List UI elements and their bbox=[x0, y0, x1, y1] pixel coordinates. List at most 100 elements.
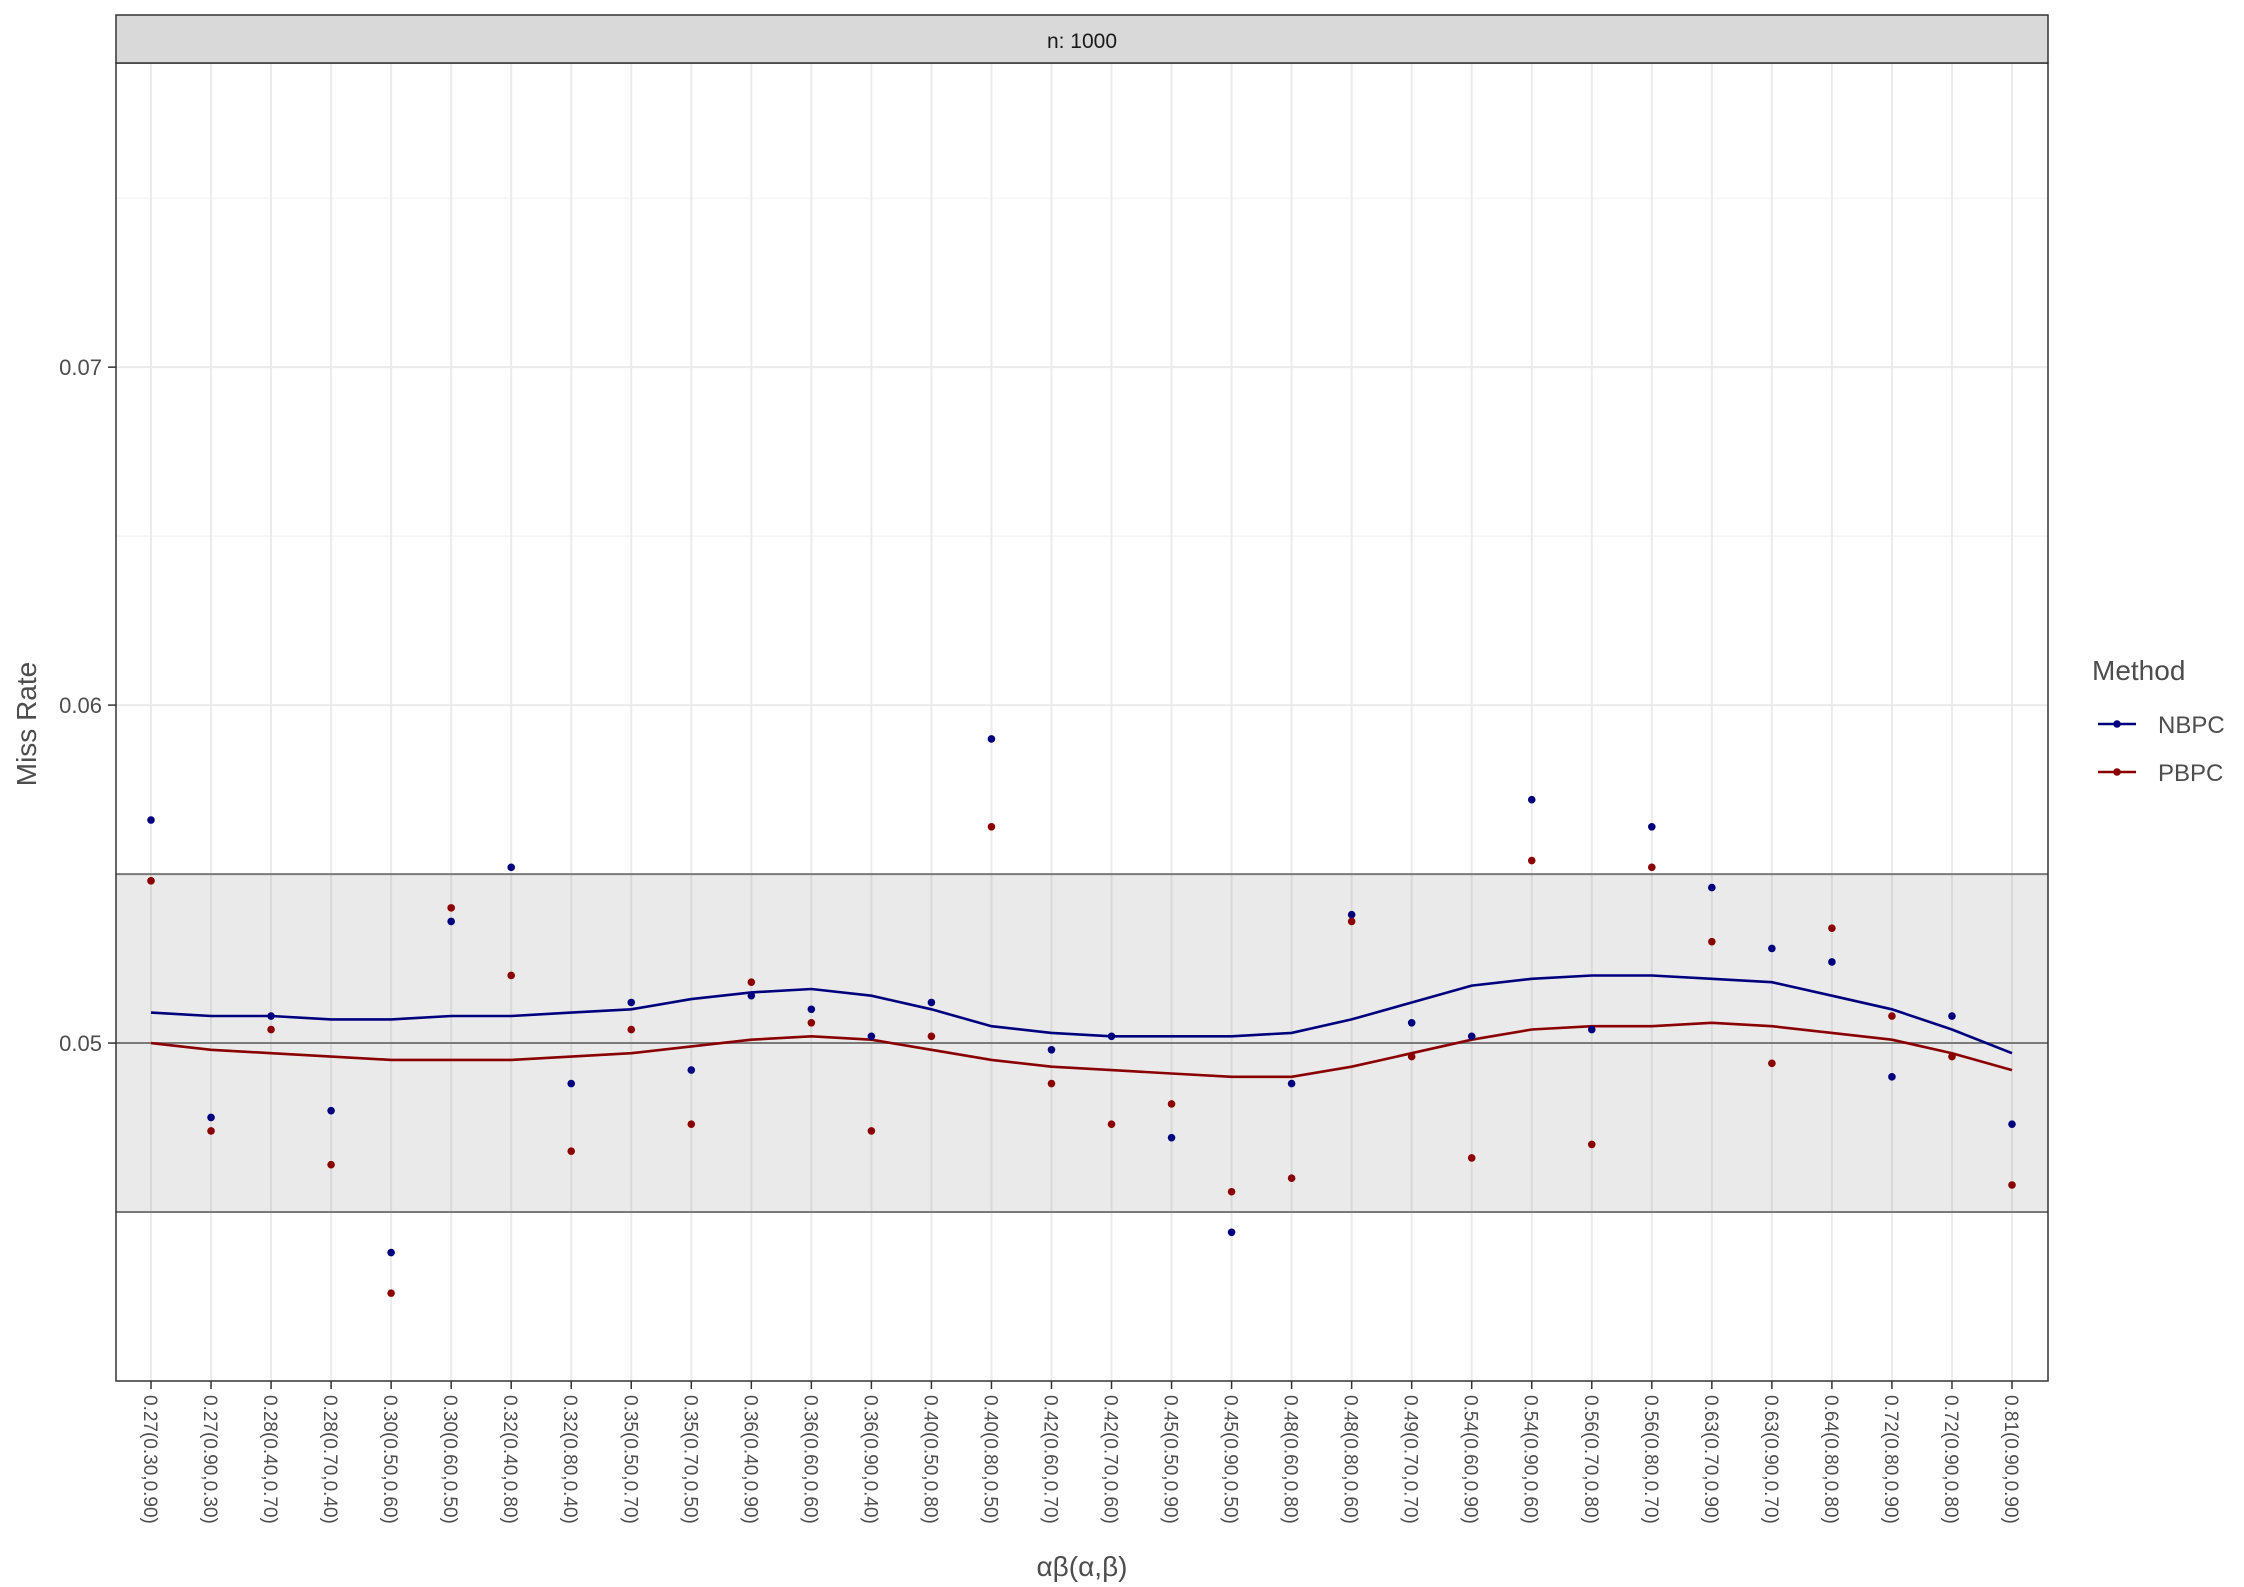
point-nbpc bbox=[567, 1079, 576, 1088]
point-nbpc bbox=[1768, 944, 1776, 953]
point-pbpc bbox=[807, 1018, 816, 1027]
point-nbpc bbox=[1167, 1133, 1176, 1142]
point-pbpc bbox=[1527, 856, 1536, 865]
point-pbpc bbox=[1287, 1174, 1296, 1183]
x-tick-label: 0.45(0.50,0.90) bbox=[1160, 1395, 1181, 1524]
point-pbpc bbox=[207, 1127, 215, 1135]
point-pbpc bbox=[1828, 924, 1836, 932]
point-nbpc bbox=[807, 1005, 816, 1014]
point-pbpc bbox=[507, 971, 515, 980]
y-axis-title: Miss Rate bbox=[11, 662, 42, 786]
point-nbpc bbox=[1708, 883, 1716, 892]
x-tick-label: 0.42(0.70,0.60) bbox=[1100, 1395, 1121, 1524]
facet-strip: n: 1000 bbox=[115, 14, 2049, 64]
x-tick-label: 0.72(0.80,0.90) bbox=[1880, 1395, 1901, 1524]
smooth-line-pbpc bbox=[150, 1021, 2013, 1079]
point-pbpc bbox=[1047, 1079, 1056, 1088]
legend-key-point-nbpc bbox=[2113, 720, 2121, 728]
x-tick-label: 0.36(0.60,0.60) bbox=[799, 1395, 820, 1524]
point-pbpc bbox=[627, 1025, 636, 1034]
point-nbpc bbox=[387, 1248, 395, 1257]
x-tick-label: 0.40(0.80,0.50) bbox=[980, 1395, 1001, 1524]
point-nbpc bbox=[507, 863, 515, 872]
point-pbpc bbox=[687, 1120, 696, 1128]
y-tick-label: 0.05 bbox=[59, 1031, 102, 1056]
point-pbpc bbox=[1768, 1059, 1776, 1068]
point-nbpc bbox=[2008, 1120, 2016, 1128]
x-tick-label: 0.54(0.60,0.90) bbox=[1460, 1395, 1481, 1524]
series-layer bbox=[147, 735, 2016, 1297]
x-tick-label: 0.63(0.70,0.90) bbox=[1700, 1395, 1721, 1524]
point-nbpc bbox=[1948, 1012, 1956, 1020]
point-pbpc bbox=[1948, 1052, 1956, 1061]
point-nbpc bbox=[1828, 958, 1836, 966]
point-nbpc bbox=[687, 1066, 696, 1074]
x-tick-label: 0.40(0.50,0.80) bbox=[919, 1395, 940, 1524]
point-pbpc bbox=[867, 1127, 876, 1135]
point-pbpc bbox=[2008, 1181, 2016, 1189]
point-pbpc bbox=[1587, 1140, 1596, 1149]
x-tick-label: 0.32(0.80,0.40) bbox=[559, 1395, 580, 1524]
x-tick-label: 0.32(0.40,0.80) bbox=[499, 1395, 520, 1524]
smooth-line-nbpc bbox=[150, 974, 2013, 1055]
point-nbpc bbox=[1888, 1073, 1896, 1081]
plot-panel bbox=[116, 63, 2048, 1381]
point-nbpc bbox=[747, 991, 756, 1000]
x-tick-label: 0.49(0.70,0.70) bbox=[1400, 1395, 1421, 1524]
point-nbpc bbox=[627, 998, 636, 1007]
x-tick-label: 0.42(0.60,0.70) bbox=[1040, 1395, 1061, 1524]
x-tick-label: 0.35(0.70,0.50) bbox=[679, 1395, 700, 1524]
x-tick-label: 0.27(0.90,0.30) bbox=[199, 1395, 220, 1524]
reference-band bbox=[116, 873, 2048, 1214]
point-nbpc bbox=[327, 1106, 335, 1115]
legend-label-pbpc: PBPC bbox=[2158, 760, 2223, 787]
point-pbpc bbox=[747, 978, 756, 987]
y-tick-label: 0.07 bbox=[59, 355, 102, 380]
x-tick-label: 0.35(0.50,0.70) bbox=[619, 1395, 640, 1524]
axes: 0.05 0.06 0.07 0.27(0.30,0.90) 0.27(0.90,0.3… bbox=[59, 62, 2049, 1524]
x-tick-label: 0.48(0.80,0.60) bbox=[1340, 1395, 1361, 1524]
point-nbpc bbox=[1467, 1032, 1476, 1041]
point-nbpc bbox=[447, 917, 455, 926]
legend-label-nbpc: NBPC bbox=[2158, 712, 2225, 739]
point-nbpc bbox=[1347, 910, 1356, 919]
point-pbpc bbox=[567, 1147, 576, 1155]
point-nbpc bbox=[987, 735, 996, 743]
point-nbpc bbox=[147, 816, 155, 824]
point-pbpc bbox=[147, 877, 155, 885]
point-pbpc bbox=[927, 1032, 936, 1041]
point-nbpc bbox=[1587, 1025, 1596, 1034]
x-tick-label: 0.63(0.90,0.70) bbox=[1760, 1395, 1781, 1524]
point-nbpc bbox=[1407, 1018, 1416, 1027]
x-tick-label: 0.28(0.70,0.40) bbox=[319, 1395, 340, 1524]
point-pbpc bbox=[267, 1025, 275, 1034]
point-pbpc bbox=[1708, 937, 1716, 946]
legend-title: Method bbox=[2092, 655, 2185, 686]
y-tick-label: 0.06 bbox=[59, 693, 102, 718]
legend-key-point-pbpc bbox=[2113, 768, 2121, 776]
panel-background bbox=[116, 63, 2048, 1381]
point-pbpc bbox=[987, 822, 996, 831]
x-tick-label: 0.30(0.50,0.60) bbox=[379, 1395, 400, 1524]
point-nbpc bbox=[1527, 795, 1536, 804]
x-tick-label: 0.27(0.30,0.90) bbox=[139, 1395, 160, 1524]
x-tick-label: 0.28(0.40,0.70) bbox=[259, 1395, 280, 1524]
point-pbpc bbox=[1888, 1012, 1896, 1020]
x-tick-label: 0.48(0.60,0.80) bbox=[1280, 1395, 1301, 1524]
x-tick-label: 0.56(0.80,0.70) bbox=[1640, 1395, 1661, 1524]
x-tick-label: 0.45(0.90,0.50) bbox=[1220, 1395, 1241, 1524]
x-tick-label: 0.72(0.90,0.80) bbox=[1940, 1395, 1961, 1524]
x-tick-label: 0.64(0.80,0.80) bbox=[1820, 1395, 1841, 1524]
x-tick-label: 0.36(0.90,0.40) bbox=[859, 1395, 880, 1524]
point-nbpc bbox=[867, 1032, 876, 1041]
point-pbpc bbox=[1107, 1120, 1116, 1128]
point-pbpc bbox=[1467, 1154, 1476, 1162]
x-axis-title: αβ(α,β) bbox=[1036, 1551, 1127, 1582]
point-nbpc bbox=[267, 1012, 275, 1020]
point-pbpc bbox=[1407, 1052, 1416, 1061]
x-tick-label: 0.56(0.70,0.80) bbox=[1580, 1395, 1601, 1524]
x-tick-label: 0.81(0.90,0.90) bbox=[2000, 1395, 2021, 1524]
point-pbpc bbox=[1648, 863, 1656, 872]
point-nbpc bbox=[1107, 1032, 1116, 1041]
point-nbpc bbox=[1047, 1046, 1056, 1054]
